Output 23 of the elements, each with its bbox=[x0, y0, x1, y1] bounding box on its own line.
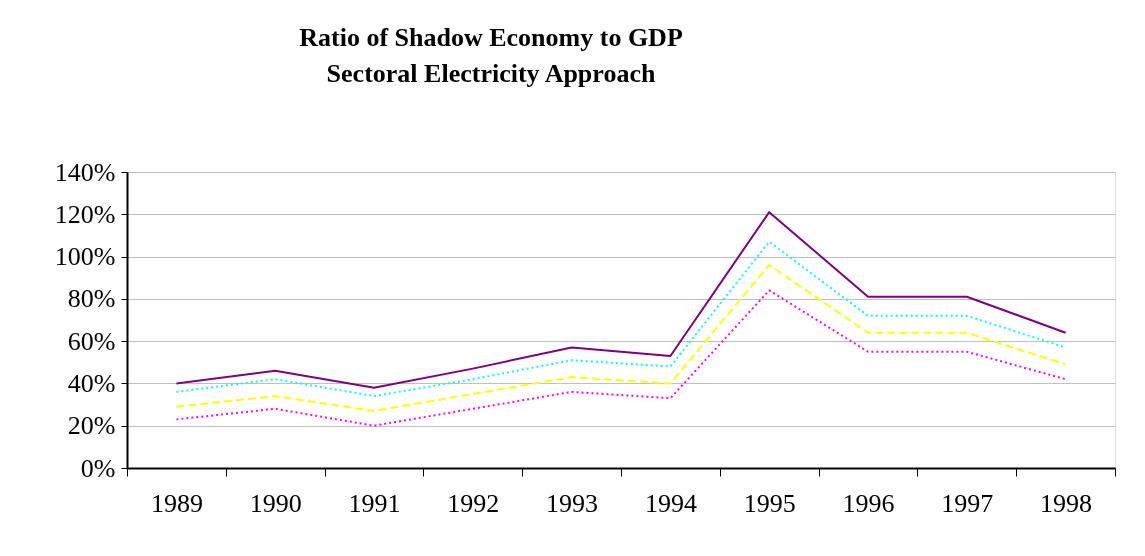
x-tick-label: 1990 bbox=[249, 488, 302, 518]
y-tick-label: 0% bbox=[80, 453, 116, 483]
y-tick-label: 20% bbox=[67, 411, 116, 441]
x-tick-label: 1992 bbox=[447, 488, 500, 518]
x-tick-label: 1996 bbox=[842, 488, 895, 518]
x-tick-label: 1991 bbox=[348, 488, 401, 518]
text: Ratio of Shadow Economy to GDP bbox=[299, 23, 683, 52]
x-tick-label: 1997 bbox=[941, 488, 994, 518]
y-tick-label: 80% bbox=[67, 284, 116, 314]
line-series bbox=[175, 289, 1067, 427]
line-series bbox=[175, 264, 1067, 412]
y-tick-label: 140% bbox=[54, 157, 116, 187]
y-tick-label: 60% bbox=[67, 326, 116, 356]
x-tick-label: 1993 bbox=[546, 488, 599, 518]
y-tick-label: 120% bbox=[54, 199, 116, 229]
x-tick-label: 1989 bbox=[150, 488, 203, 518]
text: Sectoral Electricity Approach bbox=[326, 59, 656, 88]
line-series bbox=[175, 211, 1067, 389]
x-tick-label: 1994 bbox=[644, 488, 697, 518]
x-tick-label: 1998 bbox=[1040, 488, 1093, 518]
x-tick-label: 1995 bbox=[743, 488, 796, 518]
y-tick-label: 40% bbox=[67, 368, 116, 398]
y-tick-label: 100% bbox=[54, 242, 116, 272]
